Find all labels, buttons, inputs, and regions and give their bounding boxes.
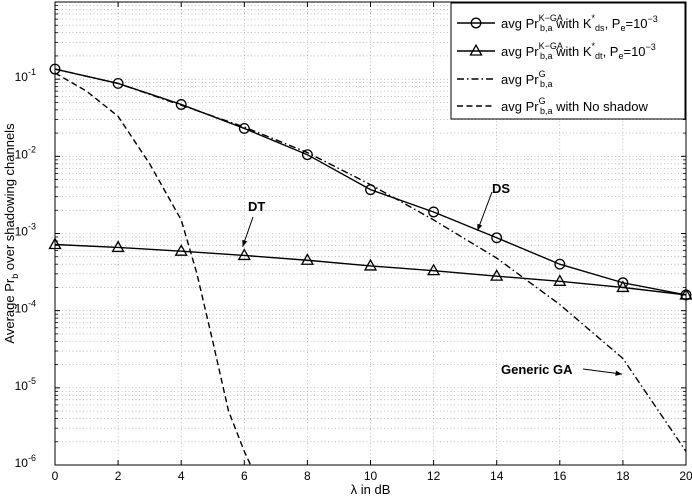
series-marker-1 xyxy=(175,99,187,110)
y-axis-label: Average Prb over shadowing channels xyxy=(2,123,20,344)
x-tick-label: 16 xyxy=(553,469,567,483)
series-marker-1 xyxy=(491,232,503,244)
series-marker-2 xyxy=(111,240,125,253)
x-axis-label: λ in dB xyxy=(351,482,391,497)
y-label-subscript: b xyxy=(10,274,20,279)
annotation-arrowhead xyxy=(477,223,483,231)
series-marker-2 xyxy=(616,280,630,293)
annotation-label: Generic GA xyxy=(501,362,573,377)
legend-subscript: e xyxy=(620,23,625,33)
legend-subscript: b,a xyxy=(540,51,553,61)
y-label-main: Average Pr xyxy=(2,278,17,343)
legend-subscript: b,a xyxy=(540,23,553,33)
legend-marker-1 xyxy=(470,17,482,29)
y-tick-label: 10-2 xyxy=(15,144,36,161)
legend-superscript: G xyxy=(539,96,546,106)
series-marker-2 xyxy=(553,274,567,286)
y-tick-label: 10-6 xyxy=(15,453,36,470)
series-marker-2 xyxy=(300,253,315,265)
y-tick-exponent: -2 xyxy=(28,144,36,154)
legend-subscript: dt xyxy=(595,51,603,61)
legend-superscript: −3 xyxy=(648,14,658,24)
series-line-2 xyxy=(54,243,687,296)
x-tick-label: 2 xyxy=(115,469,122,483)
legend-text: avg Pr xyxy=(501,44,539,59)
legend-superscript: K−GA xyxy=(539,13,563,23)
legend-text: with K xyxy=(553,44,592,59)
legend-text: avg Pr xyxy=(501,99,539,114)
y-tick-base: 10 xyxy=(15,147,29,161)
legend-subscript: b,a xyxy=(540,106,553,116)
y-tick-base: 10 xyxy=(15,456,29,470)
legend-text: with K xyxy=(553,16,592,31)
series-marker-2 xyxy=(363,258,378,271)
annotations: DT DS Generic GA xyxy=(242,181,623,377)
y-label-rest: over shadowing channels xyxy=(2,123,17,274)
legend-superscript: K−GA xyxy=(539,41,563,51)
legend-subscript: e xyxy=(618,51,623,61)
legend-superscript: * xyxy=(592,41,596,51)
axis-ticks: 0 2 4 6 8 10 12 14 16 18 2010-610-510-410-310-210-… xyxy=(15,2,692,483)
annotation-label: DT xyxy=(248,199,265,214)
legend-superscript: G xyxy=(539,69,546,79)
series-marker-1 xyxy=(112,78,124,89)
legend-text: =10 xyxy=(623,44,645,59)
legend-text: =10 xyxy=(625,16,647,31)
y-tick-exponent: -1 xyxy=(28,67,36,77)
series-group xyxy=(48,63,692,466)
x-tick-label: 8 xyxy=(304,469,311,483)
legend-marker-2 xyxy=(469,43,483,56)
legend-subscript: ds xyxy=(595,23,605,33)
series-marker-1 xyxy=(428,206,440,218)
legend-label-2: avg PrK−GA b,a with K*dt, Pe=10−3 xyxy=(501,41,656,61)
legend-label-1: avg PrK−GA b,a with K*ds, Pe=10−3 xyxy=(501,13,658,33)
annotation-arrowhead xyxy=(615,370,623,376)
series-marker-1 xyxy=(554,258,566,270)
x-tick-label: 10 xyxy=(364,469,378,483)
y-tick-label: 10-1 xyxy=(15,67,36,84)
x-tick-label: 12 xyxy=(427,469,441,483)
legend-label-3: avg PrG b,a xyxy=(501,69,553,89)
legend-superscript: −3 xyxy=(646,42,656,52)
series-marker-2 xyxy=(490,269,504,281)
annotation-label: DS xyxy=(492,181,510,196)
y-tick-base: 10 xyxy=(15,70,29,84)
legend-superscript: * xyxy=(592,13,596,23)
legend-text: , P xyxy=(603,44,619,59)
y-tick-exponent: -5 xyxy=(28,376,36,386)
legend-text: avg Pr xyxy=(501,72,539,87)
series-line-3 xyxy=(54,68,687,452)
x-tick-label: 20 xyxy=(679,469,692,483)
y-tick-label: 10-3 xyxy=(15,222,36,239)
series-marker-2 xyxy=(237,248,251,261)
legend-text: with No shadow xyxy=(553,99,649,114)
legend-label-4: avg PrG b,a with No shadow xyxy=(501,96,649,116)
y-tick-base: 10 xyxy=(15,302,29,316)
series-marker-2 xyxy=(174,244,188,256)
y-tick-exponent: -4 xyxy=(28,299,36,309)
y-tick-label: 10-4 xyxy=(15,299,36,316)
y-tick-base: 10 xyxy=(15,379,29,393)
annotation-arrowhead xyxy=(242,239,248,247)
x-tick-label: 6 xyxy=(241,469,248,483)
annotation-arrow-line xyxy=(476,191,493,231)
y-tick-exponent: -6 xyxy=(28,453,36,463)
x-tick-label: 18 xyxy=(616,469,630,483)
x-tick-label: 14 xyxy=(490,469,504,483)
annotation-arrow-line xyxy=(582,368,623,375)
legend-text: , P xyxy=(605,16,621,31)
x-tick-label: 0 xyxy=(52,469,59,483)
y-tick-exponent: -3 xyxy=(28,222,36,232)
y-tick-base: 10 xyxy=(15,225,29,239)
y-tick-label: 10-5 xyxy=(15,376,36,393)
x-tick-label: 4 xyxy=(178,469,185,483)
legend-text: avg Pr xyxy=(501,16,539,31)
legend-subscript: b,a xyxy=(540,79,553,89)
series-line-1 xyxy=(54,68,687,296)
series-marker-2 xyxy=(426,263,441,276)
